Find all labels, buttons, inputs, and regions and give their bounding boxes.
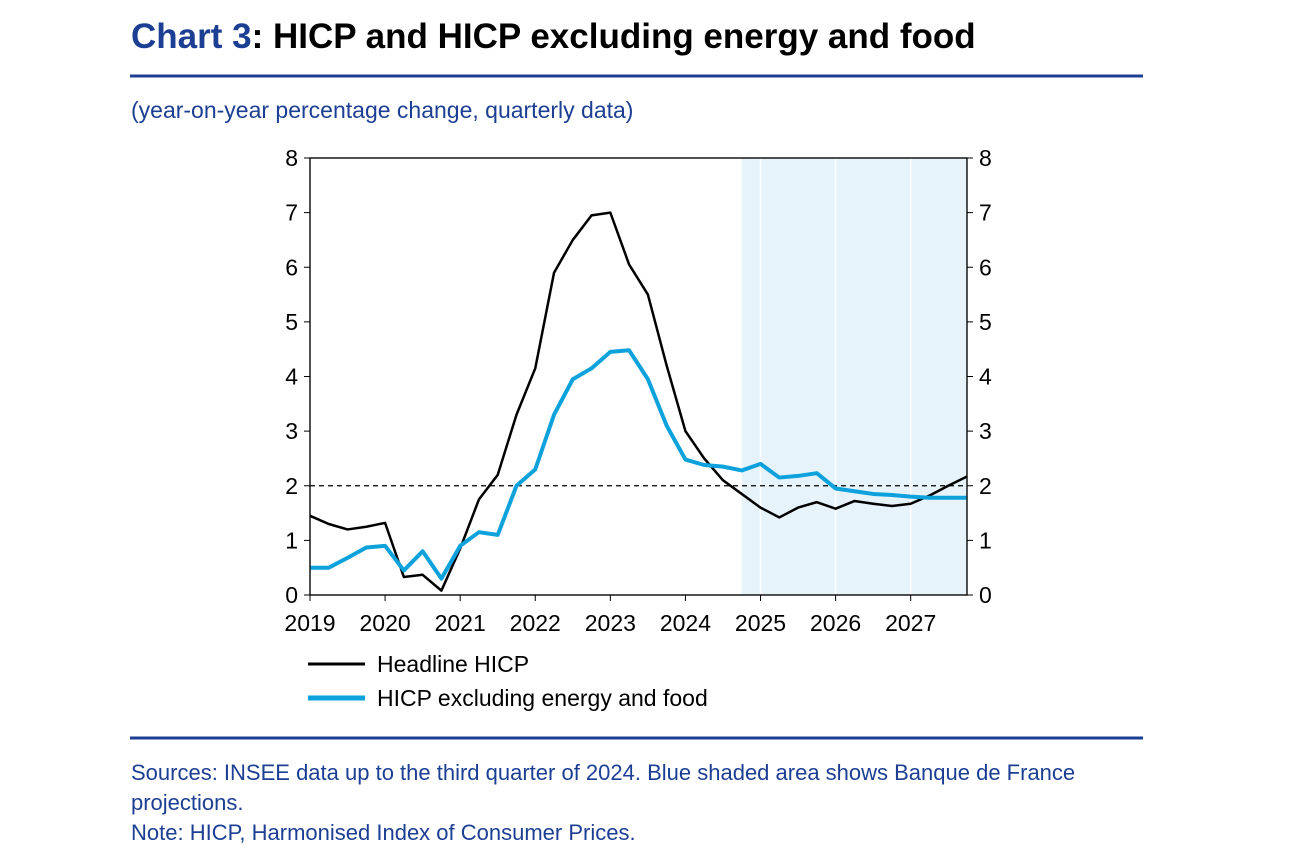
x-tick-label: 2021: [435, 610, 486, 636]
x-tick-label: 2022: [510, 610, 561, 636]
y2-tick-label: 1: [979, 527, 992, 553]
projection-area: [741, 158, 967, 595]
chart-title: Chart 3: HICP and HICP excluding energy …: [131, 17, 976, 56]
x-tick-label: 2027: [885, 610, 936, 636]
plot-frame: [309, 157, 968, 596]
legend-label: HICP excluding energy and food: [377, 685, 708, 711]
note: Note: HICP, Harmonised Index of Consumer…: [131, 820, 636, 845]
y2-tick-label: 7: [979, 200, 992, 226]
x-tick-label: 2025: [735, 610, 786, 636]
x-tick-label: 2019: [284, 610, 335, 636]
footnotes: Sources: INSEE data up to the third quar…: [131, 758, 1151, 848]
y-tick-label: 6: [285, 254, 298, 280]
y-tick-label: 7: [285, 200, 298, 226]
x-tick-label: 2023: [585, 610, 636, 636]
y-tick-label: 5: [285, 309, 298, 335]
subtitle: (year-on-year percentage change, quarter…: [131, 97, 633, 123]
y2-tick-label: 0: [979, 582, 992, 608]
series-line: [310, 348, 967, 581]
y-tick-label: 4: [285, 364, 298, 390]
y2-tick-label: 5: [979, 309, 992, 335]
x-tick-label: 2024: [660, 610, 711, 636]
y2-tick-label: 2: [979, 473, 992, 499]
y-tick-label: 2: [285, 473, 298, 499]
y-tick-label: 8: [285, 145, 298, 171]
x-tick-label: 2026: [810, 610, 861, 636]
y2-tick-label: 3: [979, 418, 992, 444]
legend-label: Headline HICP: [377, 651, 529, 677]
y2-tick-label: 8: [979, 145, 992, 171]
x-tick-label: 2020: [359, 610, 410, 636]
y-tick-label: 1: [285, 527, 298, 553]
title-text: : HICP and HICP excluding energy and foo…: [252, 17, 976, 56]
title-label: Chart 3: [131, 17, 252, 56]
y-tick-label: 3: [285, 418, 298, 444]
y2-tick-label: 4: [979, 364, 992, 390]
y2-tick-label: 6: [979, 254, 992, 280]
y-tick-label: 0: [285, 582, 298, 608]
series-line: [309, 211, 968, 592]
sources: Sources: INSEE data up to the third quar…: [131, 760, 1076, 815]
